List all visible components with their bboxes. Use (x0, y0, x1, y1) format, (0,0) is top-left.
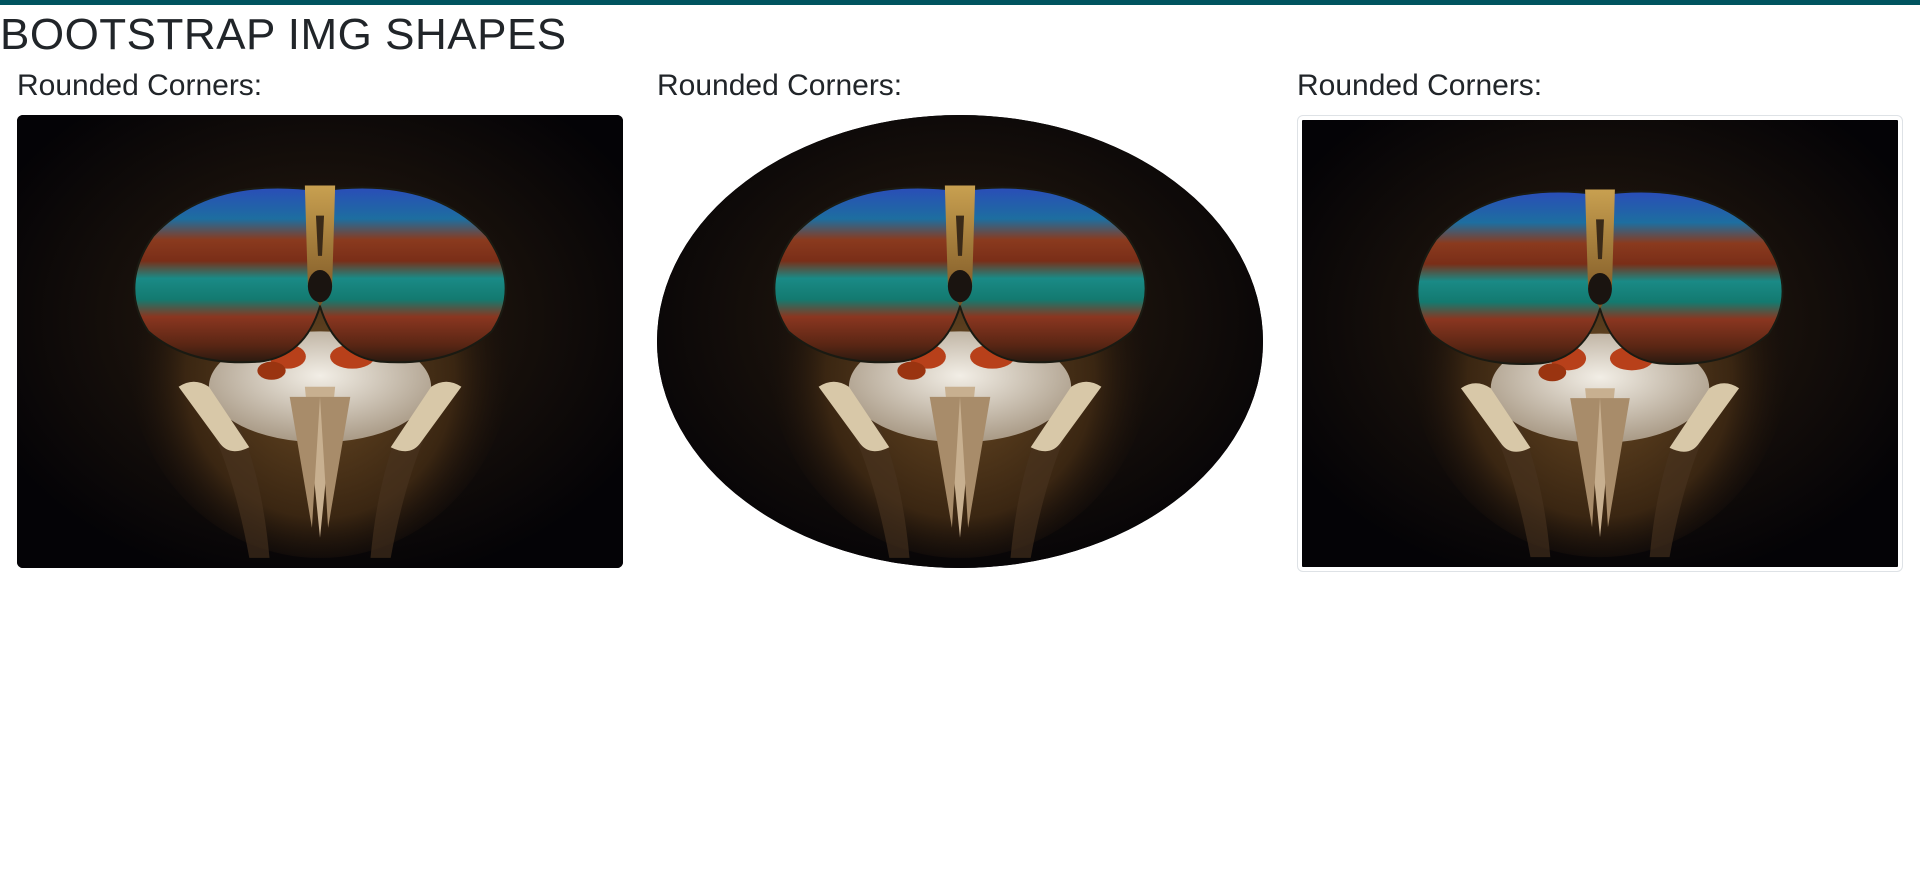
thumbnail-image (1297, 115, 1903, 572)
horsefly-photo (17, 115, 623, 568)
image-heading: Rounded Corners: (1297, 69, 1543, 102)
horsefly-photo (657, 115, 1263, 568)
rounded-image (17, 115, 623, 568)
image-card-rounded: Rounded Corners: (17, 65, 629, 568)
image-heading: Rounded Corners: (17, 69, 263, 102)
image-card-thumbnail: Rounded Corners: (1297, 65, 1909, 572)
image-row: Rounded Corners: Rounded Corners: Rounde… (0, 65, 1920, 585)
image-card-circle: Rounded Corners: (657, 65, 1269, 568)
circle-image (657, 115, 1263, 568)
horsefly-photo (1302, 120, 1898, 567)
top-accent-bar (0, 0, 1920, 5)
image-heading: Rounded Corners: (657, 69, 903, 102)
page-title: BOOTSTRAP IMG SHAPES (0, 10, 567, 59)
